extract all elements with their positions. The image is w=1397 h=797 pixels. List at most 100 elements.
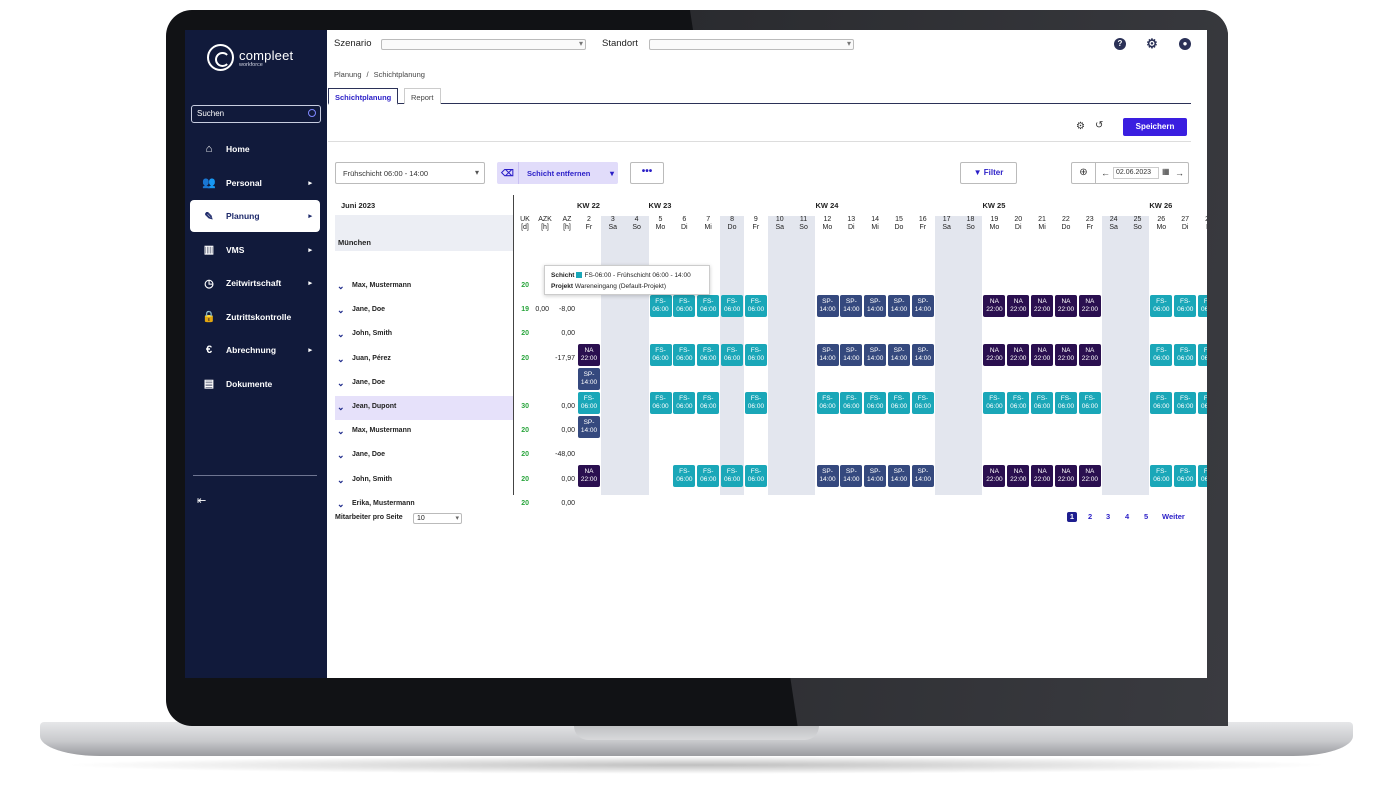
day-header[interactable]: 18 So bbox=[966, 216, 975, 231]
shift-block[interactable]: SP- 14:00 bbox=[816, 343, 839, 366]
sidebar-item-planung[interactable]: ✎ Planung ▸ bbox=[190, 200, 320, 232]
more-button[interactable]: ••• bbox=[630, 162, 664, 184]
day-header[interactable]: 8 Do bbox=[727, 216, 737, 231]
chevron-down-icon[interactable]: ⌄ bbox=[337, 281, 345, 291]
shift-block[interactable]: NA 22:00 bbox=[1031, 295, 1054, 318]
shift-block[interactable]: FS-06:00 bbox=[1174, 464, 1197, 487]
shift-block[interactable]: SP- 14:00 bbox=[888, 343, 911, 366]
shift-block[interactable]: FS-06:00 bbox=[673, 295, 696, 318]
shift-block[interactable]: FS-06:00 bbox=[744, 343, 767, 366]
shift-block[interactable]: FS-06:00 bbox=[983, 392, 1006, 414]
employee-name[interactable]: Jane, Doe bbox=[352, 451, 386, 459]
page-1[interactable]: 1 bbox=[1067, 512, 1077, 522]
sidebar-item-personal[interactable]: 👥 Personal ▸ bbox=[190, 167, 320, 199]
shift-block[interactable]: FS-06:00 bbox=[816, 392, 839, 414]
chevron-down-icon[interactable]: ⌄ bbox=[337, 450, 345, 461]
shift-block[interactable]: SP- 14:00 bbox=[864, 295, 887, 318]
day-header[interactable]: 19 Mo bbox=[989, 216, 1000, 231]
shift-block[interactable]: SP- 14:00 bbox=[864, 343, 887, 366]
shift-block[interactable]: FS-06:00 bbox=[578, 392, 600, 414]
shift-block[interactable]: FS-06:00 bbox=[1055, 392, 1077, 414]
shift-block[interactable]: FS-06:00 bbox=[1150, 464, 1173, 487]
day-header[interactable]: 13 Di bbox=[847, 216, 856, 231]
collapse-sidebar-icon[interactable]: ⇤ bbox=[197, 495, 207, 507]
shift-block[interactable]: FS-06:00 bbox=[864, 392, 887, 414]
calendar-icon[interactable]: ▦ bbox=[1162, 167, 1170, 176]
shift-select[interactable]: Frühschicht 06:00 - 14:00 bbox=[335, 162, 485, 184]
employee-name[interactable]: Erika, Mustermann bbox=[352, 499, 415, 507]
shift-block[interactable]: FS-06:00 bbox=[1198, 464, 1207, 487]
day-header[interactable]: 25 So bbox=[1133, 216, 1142, 231]
employee-name[interactable]: Jane, Doe bbox=[352, 306, 386, 314]
shift-block[interactable]: FS-06:00 bbox=[1174, 343, 1197, 366]
chevron-down-icon[interactable]: ▾ bbox=[609, 168, 614, 178]
page-4[interactable]: 4 bbox=[1125, 512, 1130, 521]
shift-block[interactable]: SP- 14:00 bbox=[840, 295, 863, 318]
save-button[interactable]: Speichern bbox=[1123, 118, 1187, 136]
chevron-down-icon[interactable]: ⌄ bbox=[337, 329, 345, 340]
shift-block[interactable]: FS-06:00 bbox=[744, 464, 767, 487]
shift-block[interactable]: SP- 14:00 bbox=[840, 464, 863, 487]
employee-name[interactable]: John, Smith bbox=[352, 475, 393, 483]
shift-block[interactable]: FS-06:00 bbox=[1150, 295, 1173, 318]
sidebar-item-abrechnung[interactable]: € Abrechnung ▸ bbox=[190, 334, 320, 366]
shift-block[interactable]: FS-06:00 bbox=[697, 343, 720, 366]
shift-block[interactable]: FS-06:00 bbox=[649, 295, 672, 318]
shift-block[interactable]: FS-06:00 bbox=[721, 464, 744, 487]
shift-block[interactable]: FS-06:00 bbox=[1198, 392, 1207, 414]
shift-block[interactable]: FS-06:00 bbox=[697, 464, 720, 487]
chevron-down-icon[interactable]: ⌄ bbox=[337, 426, 345, 437]
shift-block[interactable]: NA 22:00 bbox=[1078, 295, 1101, 318]
shift-block[interactable]: NA 22:00 bbox=[1007, 295, 1030, 318]
tab-report[interactable]: Report bbox=[404, 88, 441, 104]
shift-block[interactable]: FS-06:00 bbox=[673, 464, 696, 487]
sidebar-item-home[interactable]: ⌂ Home bbox=[190, 133, 320, 165]
shift-block[interactable]: NA 22:00 bbox=[1007, 464, 1030, 487]
day-header[interactable]: 11 So bbox=[799, 216, 808, 231]
shift-block[interactable]: NA 22:00 bbox=[1055, 343, 1077, 366]
chevron-down-icon[interactable]: ⌄ bbox=[337, 402, 345, 412]
shift-block[interactable]: SP- 14:00 bbox=[578, 416, 600, 439]
shift-block[interactable]: SP- 14:00 bbox=[816, 295, 839, 318]
shift-block[interactable]: SP- 14:00 bbox=[888, 295, 911, 318]
chevron-down-icon[interactable]: ⌄ bbox=[337, 377, 345, 388]
day-header[interactable]: 12 Mo bbox=[822, 216, 833, 231]
shift-block[interactable]: FS-06:00 bbox=[1174, 295, 1197, 318]
employee-name[interactable]: Jane, Doe bbox=[352, 378, 386, 386]
day-header[interactable]: 7 Mi bbox=[704, 216, 712, 231]
shift-block[interactable]: FS-06:00 bbox=[721, 295, 744, 318]
shift-block[interactable]: FS-06:00 bbox=[840, 392, 863, 414]
day-header[interactable]: 24 Sa bbox=[1109, 216, 1118, 231]
sidebar-item-zeitwirtschaft[interactable]: ◷ Zeitwirtschaft ▸ bbox=[190, 267, 320, 299]
scenario-select[interactable] bbox=[381, 39, 586, 50]
search-input[interactable]: Suchen bbox=[191, 105, 321, 123]
prev-arrow-icon[interactable]: ← bbox=[1101, 168, 1110, 178]
shift-block[interactable]: FS-06:00 bbox=[649, 343, 672, 366]
employee-name[interactable]: John, Smith bbox=[352, 330, 393, 338]
shift-block[interactable]: SP- 14:00 bbox=[840, 343, 863, 366]
day-header[interactable]: 26 Mo bbox=[1156, 216, 1167, 231]
chevron-down-icon[interactable]: ⌄ bbox=[337, 353, 345, 364]
shift-block[interactable]: NA 22:00 bbox=[578, 464, 600, 487]
day-header[interactable]: 28M bbox=[1197, 216, 1207, 232]
shift-block[interactable]: FS-06:00 bbox=[697, 392, 720, 414]
day-header[interactable]: 3 Sa bbox=[608, 216, 618, 231]
shift-block[interactable]: NA 22:00 bbox=[578, 343, 600, 366]
page-3[interactable]: 3 bbox=[1106, 512, 1111, 521]
shift-block[interactable]: FS-06:00 bbox=[1150, 343, 1173, 366]
shift-block[interactable]: FS-06:00 bbox=[1031, 392, 1054, 414]
shift-block[interactable]: FS-06:00 bbox=[1198, 343, 1207, 366]
shift-block[interactable]: FS-06:00 bbox=[744, 295, 767, 318]
shift-block[interactable]: FS-06:00 bbox=[721, 343, 744, 366]
shift-block[interactable]: FS-06:00 bbox=[1150, 392, 1173, 414]
filter-button[interactable]: ▼ Filter bbox=[960, 162, 1017, 184]
day-header[interactable]: 6 Di bbox=[681, 216, 688, 231]
chevron-down-icon[interactable]: ⌄ bbox=[337, 305, 345, 316]
search-icon[interactable] bbox=[308, 109, 316, 117]
day-header[interactable]: 22 Do bbox=[1061, 216, 1071, 231]
page-5[interactable]: 5 bbox=[1144, 512, 1149, 521]
shift-block[interactable]: FS-06:00 bbox=[673, 392, 696, 414]
settings-gear-icon[interactable]: ⚙ bbox=[1146, 36, 1158, 51]
day-header[interactable]: 2 Fr bbox=[585, 216, 593, 231]
employee-name[interactable]: Max, Mustermann bbox=[352, 427, 412, 435]
